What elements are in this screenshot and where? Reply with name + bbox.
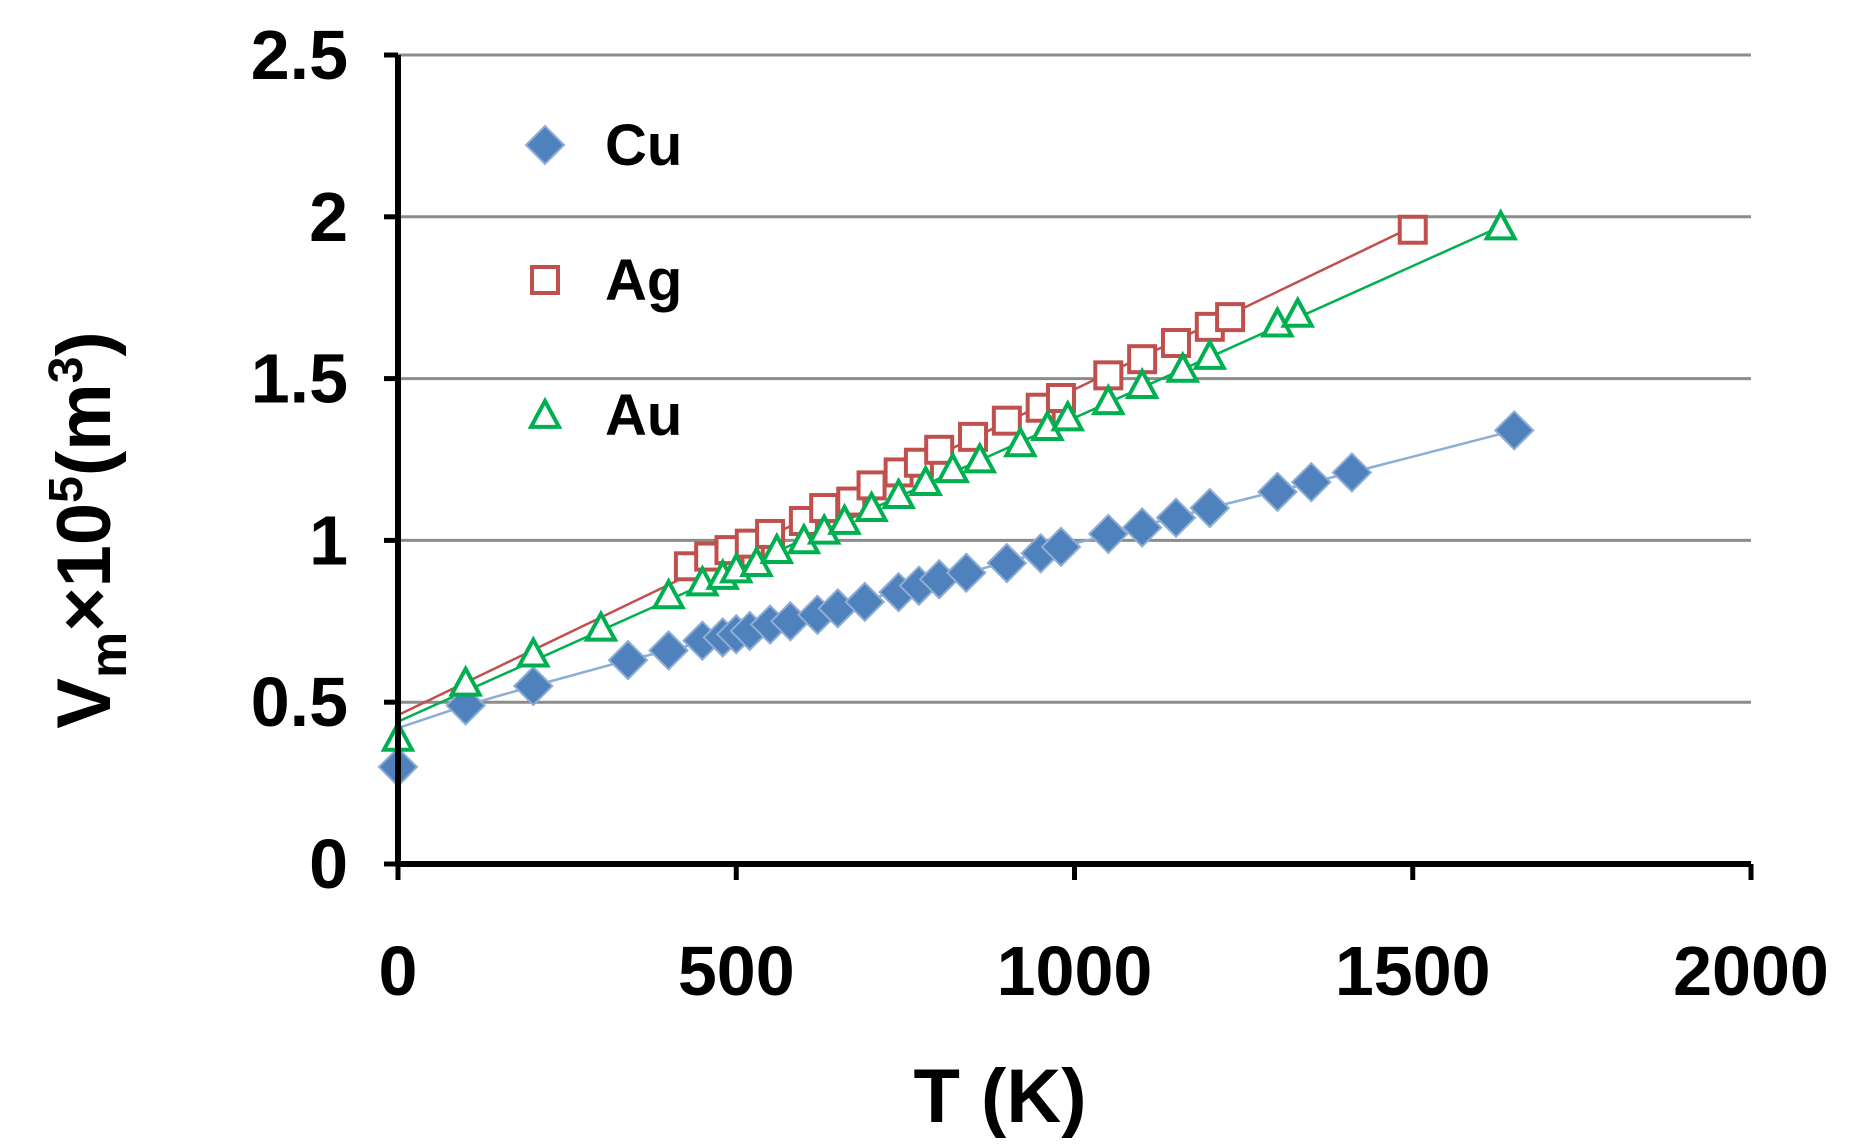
x-axis-title: T (K) (913, 1054, 1086, 1139)
legend-label-au: Au (605, 383, 682, 448)
data-point-au-12 (827, 502, 862, 535)
data-point-cu-3 (607, 639, 649, 681)
y-axis-title-multiplier: ×10 (42, 503, 127, 632)
y-axis-title-unit-close: ) (42, 331, 127, 356)
legend-label-ag: Ag (605, 248, 682, 313)
data-point-au-24 (1192, 337, 1228, 370)
legend: Cu Ag Au (524, 113, 682, 448)
data-point-au-1 (448, 664, 484, 697)
y-tick-label-4: 2 (309, 178, 348, 256)
data-point-au-15 (908, 463, 944, 497)
data-point-cu-13 (844, 581, 886, 623)
data-point-au-27 (1483, 208, 1519, 241)
data-markers (377, 208, 1535, 788)
data-point-cu-17 (945, 552, 987, 594)
data-point-ag-21 (1397, 214, 1428, 245)
grid-lines (398, 53, 1751, 704)
data-point-au-17 (962, 441, 998, 474)
x-tick-label-2: 1000 (997, 932, 1153, 1010)
x-tick-label-1: 500 (678, 932, 795, 1010)
data-point-cu-24 (1189, 487, 1231, 529)
x-tick-label-4: 2000 (1673, 932, 1829, 1010)
y-tick-label-0: 0 (309, 825, 348, 903)
y-tick-label-1: 0.5 (251, 663, 348, 741)
legend-marker-au (527, 396, 563, 429)
data-point-au-22 (1124, 366, 1160, 399)
data-point-ag-11 (924, 434, 955, 465)
data-point-au-2 (515, 635, 551, 668)
data-point-ag-13 (991, 405, 1022, 436)
data-point-cu-4 (648, 630, 690, 671)
x-tick-label-0: 0 (379, 932, 418, 1010)
data-point-au-4 (651, 577, 686, 610)
y-axis-title-unit: (m (42, 383, 127, 476)
legend-marker-cu (524, 124, 566, 166)
tick-labels: 0 0.5 1 1.5 2 2.5 0 500 1000 1500 2000 (251, 16, 1829, 1010)
data-point-au-16 (935, 451, 971, 484)
axes (384, 52, 1754, 880)
data-point-au-26 (1280, 295, 1316, 328)
data-point-cu-27 (1331, 452, 1373, 493)
data-point-au-14 (881, 476, 916, 509)
legend-label-cu: Cu (605, 113, 682, 178)
data-point-au-21 (1090, 383, 1126, 416)
data-point-cu-22 (1121, 507, 1163, 548)
y-tick-label-5: 2.5 (251, 16, 348, 94)
data-point-cu-20 (1040, 526, 1082, 568)
data-point-ag-20 (1215, 302, 1246, 333)
data-point-au-9 (759, 531, 795, 565)
data-point-cu-26 (1290, 461, 1332, 503)
data-point-cu-28 (1493, 409, 1535, 451)
data-point-cu-23 (1155, 497, 1197, 539)
data-point-au-3 (583, 609, 619, 642)
x-tick-label-3: 1500 (1335, 932, 1491, 1010)
data-point-cu-18 (986, 542, 1028, 584)
data-point-ag-18 (1160, 328, 1191, 359)
y-axis-title: Vm×105(m3) (40, 331, 138, 728)
data-point-cu-21 (1087, 513, 1129, 555)
data-point-au-23 (1165, 350, 1201, 383)
y-axis-title-subscript: m (80, 632, 138, 678)
data-point-au-13 (854, 489, 889, 522)
y-tick-label-2: 1 (309, 501, 348, 579)
data-point-au-20 (1050, 399, 1086, 432)
y-axis-title-unit-exponent: 3 (40, 357, 93, 384)
y-axis-title-exponent: 5 (40, 476, 93, 503)
data-point-au-18 (1003, 425, 1038, 458)
data-point-cu-2 (512, 665, 554, 707)
legend-marker-ag (530, 265, 560, 295)
y-tick-label-3: 1.5 (251, 340, 348, 418)
data-point-cu-25 (1257, 471, 1298, 513)
y-axis-title-base: V (42, 678, 127, 729)
